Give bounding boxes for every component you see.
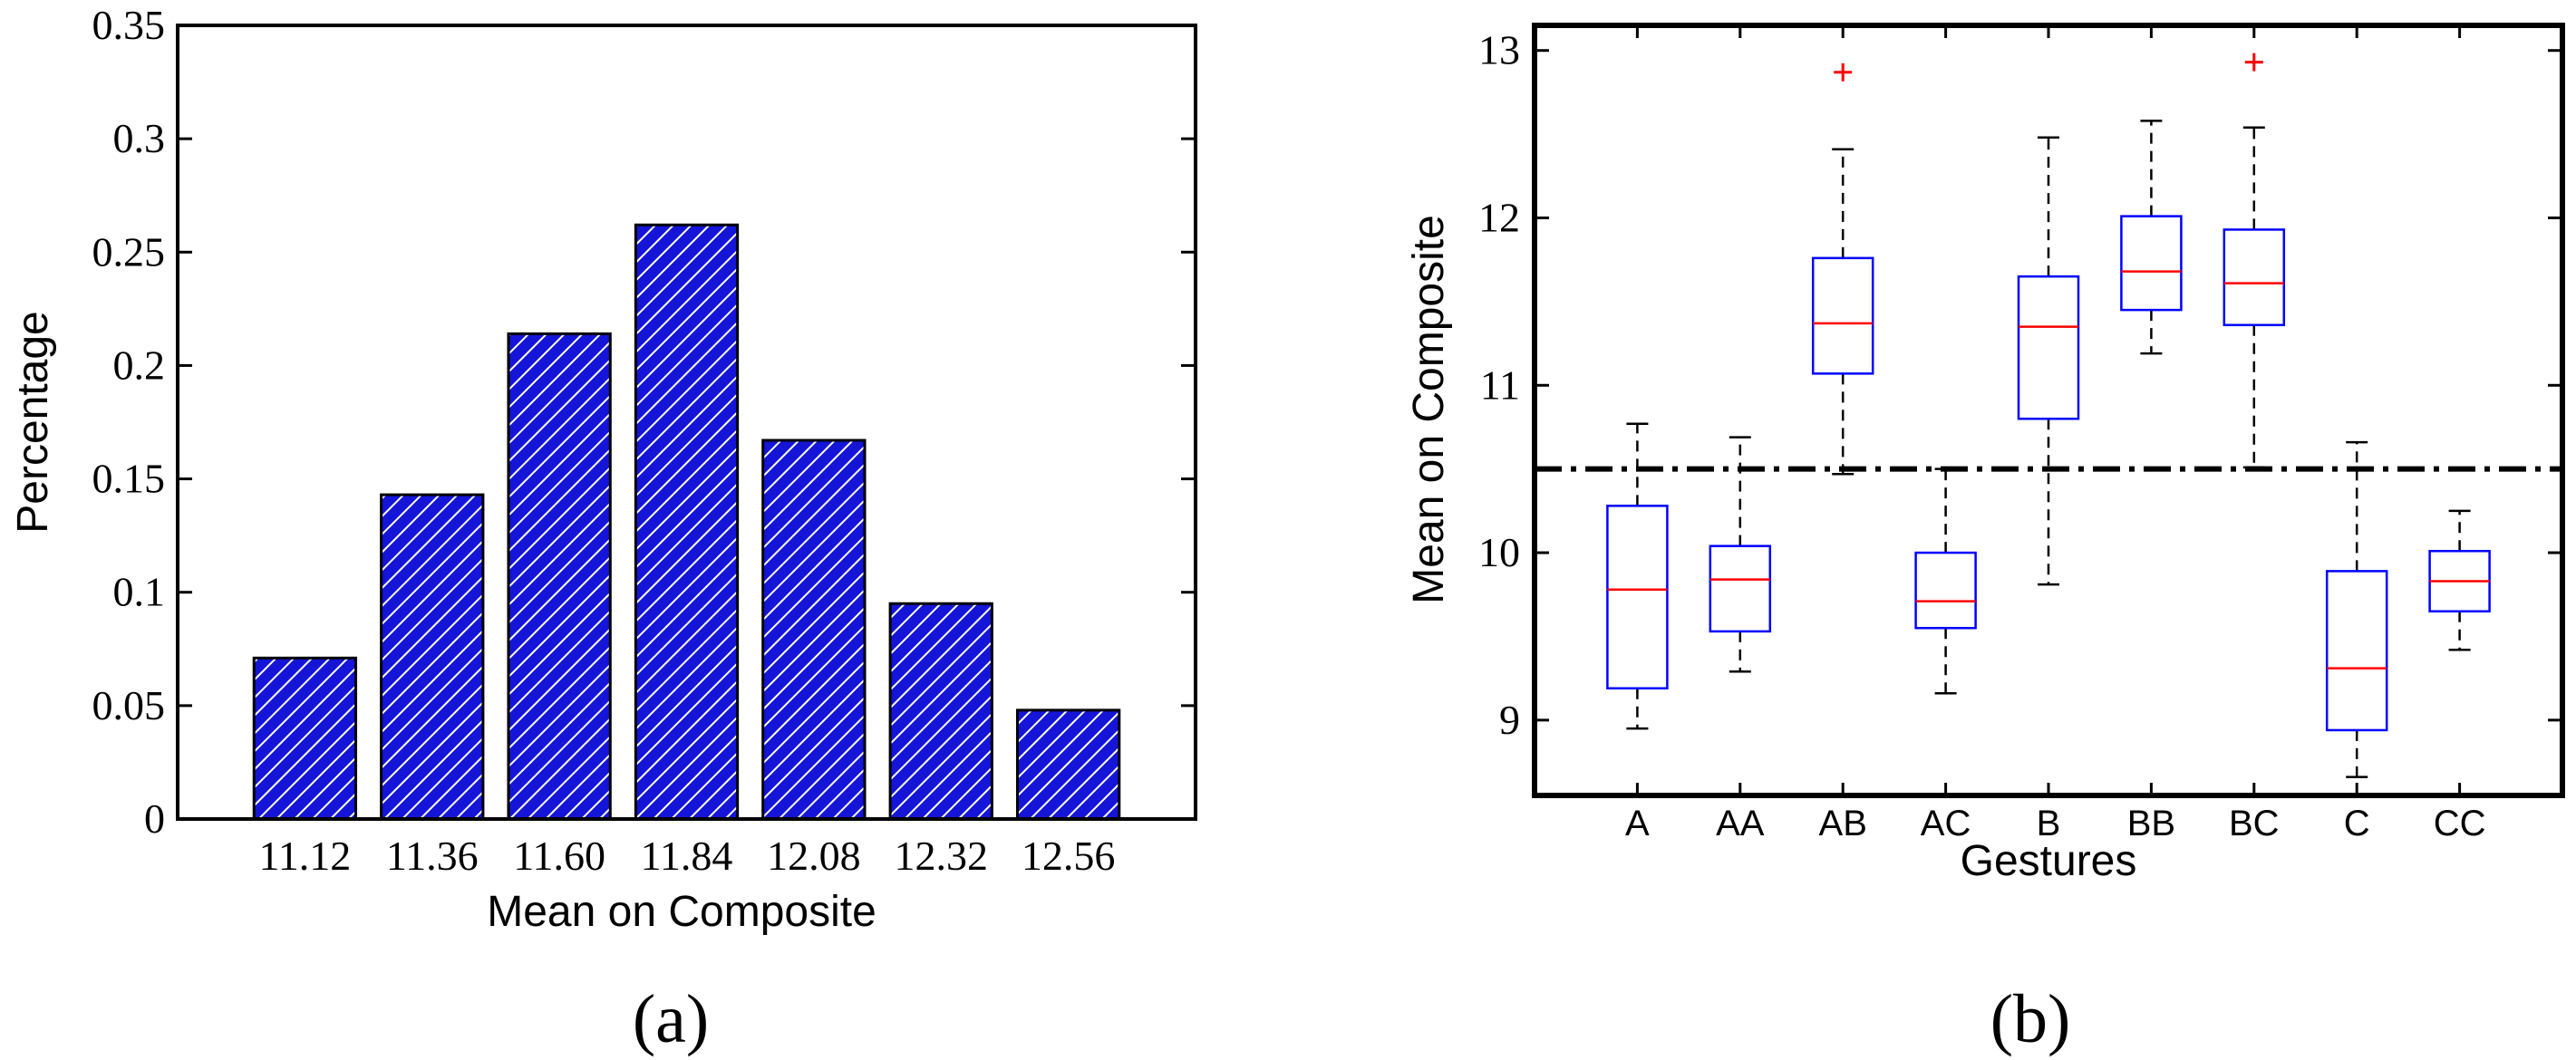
y-tick-label: 0.05 (92, 682, 166, 728)
x-axis-label: Mean on Composite (487, 888, 876, 936)
y-tick-label: 0.35 (92, 2, 166, 48)
x-tick-label: BB (2127, 804, 2175, 843)
y-tick-label: 0.25 (92, 228, 166, 275)
x-tick-label: AA (1716, 804, 1765, 843)
box (1606, 505, 1669, 689)
box (2325, 570, 2388, 732)
y-tick-label: 9 (1499, 697, 1520, 743)
bar (634, 223, 740, 821)
plot-area-frame (176, 24, 1197, 821)
x-tick-label: AB (1819, 804, 1867, 843)
x-tick-label: CC (2434, 804, 2486, 843)
y-tick-label: 13 (1478, 27, 1520, 73)
box (2017, 275, 2080, 420)
y-tick-label: 10 (1478, 529, 1520, 575)
x-tick-label: C (2344, 804, 2370, 843)
box (1914, 551, 1977, 630)
x-tick-label: A (1625, 804, 1650, 843)
box (2120, 215, 2183, 312)
x-axis: A AA AB AC B BB BC C CC (1625, 25, 2485, 843)
bar-series (252, 223, 1121, 821)
x-tick-label: 11.12 (258, 833, 351, 879)
box (2223, 228, 2286, 327)
y-axis-label: Mean on Composite (1405, 215, 1453, 604)
y-axis: 9 10 11 12 13 (1478, 27, 2562, 743)
x-tick-label: 12.32 (895, 833, 989, 879)
x-axis-label: Gestures (1961, 837, 2137, 885)
x-tick-label: 12.08 (767, 833, 861, 879)
bar (761, 438, 867, 821)
box (1709, 544, 1772, 633)
bar (507, 332, 612, 821)
outlier-marker (1834, 63, 1853, 82)
box-series (1535, 53, 2562, 778)
x-tick-label: 12.56 (1022, 833, 1116, 879)
panel-label-a: (a) (633, 981, 709, 1057)
x-tick-label: 11.36 (386, 833, 479, 879)
x-tick-label: B (2037, 804, 2061, 843)
bar (380, 493, 485, 821)
y-axis-label: Percentage (9, 311, 57, 534)
y-axis: 0 0.05 0.1 0.15 0.2 0.25 0.3 0.35 (92, 2, 1196, 842)
bar (1015, 708, 1121, 821)
x-tick-label: BC (2229, 804, 2280, 843)
y-tick-label: 11 (1480, 361, 1520, 408)
bar (252, 656, 358, 821)
bar-chart-panel: 00.050.10.150.20.250.30.35 11.12 11.36 11.… (9, 2, 1197, 1057)
panel-label-b: (b) (1990, 981, 2071, 1057)
x-tick-label: 11.60 (513, 833, 605, 879)
y-tick-label: 12 (1478, 195, 1520, 241)
y-tick-label: 0.15 (92, 456, 166, 502)
y-tick-label: 0.3 (113, 115, 166, 161)
y-tick-label: 0.2 (113, 342, 166, 388)
x-axis: 11.12 11.36 11.60 11.84 12.08 12.32 12.56 (258, 833, 1115, 879)
y-tick-label: 0.1 (113, 569, 166, 615)
y-tick-label: 0 (144, 795, 165, 842)
x-tick-label: AC (1921, 804, 1971, 843)
box (1811, 256, 1874, 375)
outlier-marker (2244, 53, 2263, 72)
bar (888, 602, 993, 821)
x-tick-label: 11.84 (641, 833, 733, 879)
